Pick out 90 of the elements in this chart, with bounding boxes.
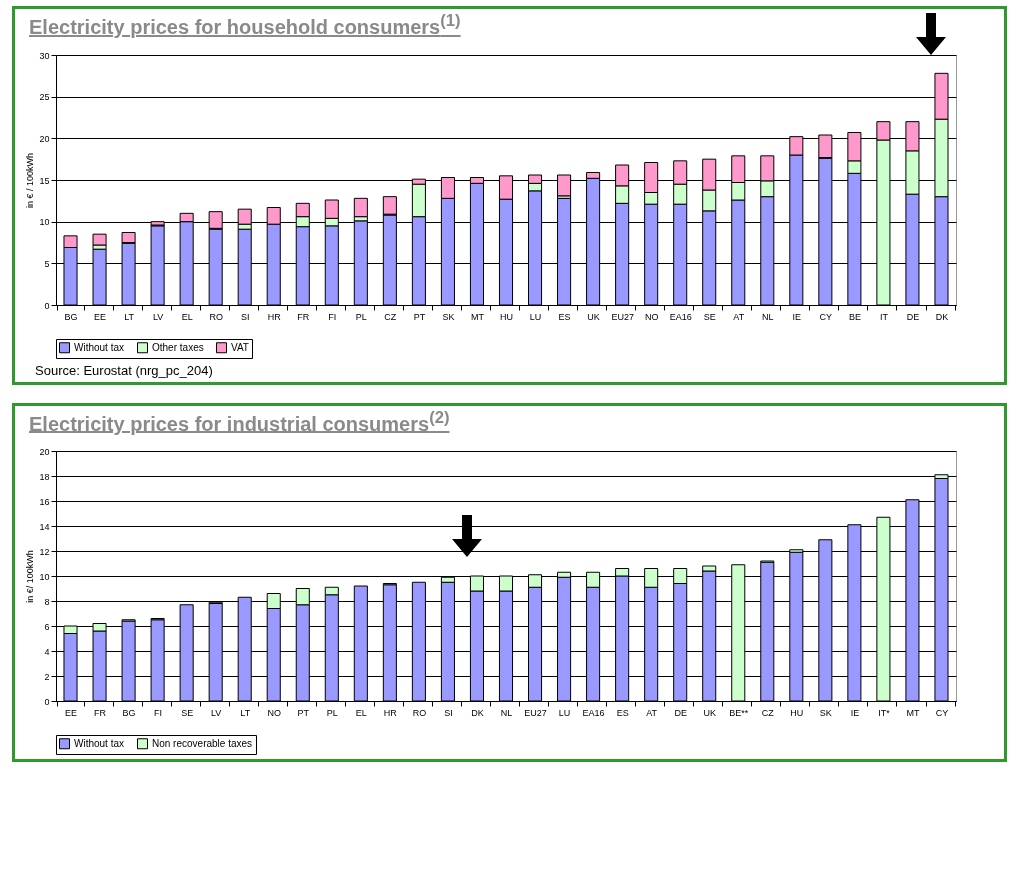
x-tick-label: BE bbox=[848, 311, 861, 322]
x-tick-label: SK bbox=[442, 311, 455, 322]
source-note: Source: Eurostat (nrg_pc_204) bbox=[35, 362, 214, 378]
y-tick-label: 0 bbox=[44, 300, 50, 311]
x-tick-label: UK bbox=[703, 707, 716, 718]
x-tick-label: DK bbox=[471, 707, 484, 718]
x-tick-label: SK bbox=[819, 707, 832, 718]
x-tick-label: CZ bbox=[384, 311, 397, 322]
x-tick-label: HU bbox=[500, 311, 513, 322]
x-tick-label: BG bbox=[122, 707, 136, 718]
x-tick-label: EA16 bbox=[669, 311, 692, 322]
x-tick-label: ES bbox=[558, 311, 571, 322]
legend-label: Other taxes bbox=[152, 341, 204, 353]
x-tick-label: EE bbox=[94, 311, 107, 322]
x-tick-label: CY bbox=[935, 707, 949, 718]
y-tick-label: 20 bbox=[39, 446, 50, 457]
x-tick-label: DE bbox=[674, 707, 687, 718]
x-tick-label: LT bbox=[124, 311, 135, 322]
y-axis-title: in €/ 100kWh bbox=[25, 550, 36, 604]
x-tick-label: AT bbox=[646, 707, 658, 718]
y-tick-label: 20 bbox=[39, 133, 50, 144]
x-tick-label: RO bbox=[412, 707, 427, 718]
x-tick-label: LV bbox=[152, 311, 164, 322]
x-tick-label: PL bbox=[355, 311, 367, 322]
legend-label: Without tax bbox=[74, 341, 125, 353]
legend-label: Non recoverable taxes bbox=[152, 738, 253, 750]
x-tick-label: HU bbox=[790, 707, 804, 718]
y-tick-label: 4 bbox=[44, 646, 50, 657]
x-tick-label: NL bbox=[762, 311, 774, 322]
chart-title: Electricity prices for industrial consumers$^{(2)}$ bbox=[29, 407, 451, 436]
x-tick-label: LU bbox=[558, 707, 571, 718]
x-tick-label: IT* bbox=[878, 707, 891, 718]
y-tick-label: 10 bbox=[39, 216, 50, 227]
x-tick-label: EU27 bbox=[611, 311, 634, 322]
x-tick-label: FI bbox=[154, 707, 163, 718]
x-tick-label: NL bbox=[500, 707, 513, 718]
y-tick-label: 12 bbox=[39, 546, 50, 557]
x-tick-label: MT bbox=[470, 311, 485, 322]
y-tick-label: 5 bbox=[44, 258, 50, 269]
x-tick-label: EA16 bbox=[582, 707, 605, 718]
x-tick-label: LV bbox=[211, 707, 222, 718]
x-tick-label: NO bbox=[644, 311, 659, 322]
x-tick-label: EE bbox=[65, 707, 78, 718]
x-tick-label: CZ bbox=[761, 707, 775, 718]
y-tick-label: 0 bbox=[44, 696, 50, 707]
y-tick-label: 16 bbox=[39, 496, 50, 507]
legend-label: VAT bbox=[231, 341, 249, 353]
x-tick-label: IT bbox=[879, 311, 889, 322]
y-tick-label: 14 bbox=[39, 521, 50, 532]
x-tick-label: SE bbox=[703, 311, 716, 322]
x-tick-label: IE bbox=[792, 311, 802, 322]
y-tick-label: 10 bbox=[39, 571, 50, 582]
chart-title: Electricity prices for household consumers$^{(1)}$ bbox=[29, 11, 462, 39]
legend-label: Without tax bbox=[74, 738, 125, 750]
x-tick-label: EL bbox=[181, 311, 193, 322]
x-tick-label: UK bbox=[587, 311, 600, 322]
x-tick-label: LU bbox=[529, 311, 542, 322]
x-tick-label: PT bbox=[297, 707, 310, 718]
y-tick-label: 8 bbox=[44, 596, 50, 607]
x-tick-label: DE bbox=[906, 311, 920, 322]
x-tick-label: MT bbox=[906, 707, 920, 718]
x-tick-label: HR bbox=[383, 707, 398, 718]
x-tick-label: PT bbox=[413, 311, 426, 322]
x-tick-label: CY bbox=[819, 311, 833, 322]
x-tick-label: LT bbox=[240, 707, 251, 718]
x-tick-label: AT bbox=[733, 311, 745, 322]
x-tick-label: DK bbox=[935, 311, 949, 322]
y-tick-label: 25 bbox=[39, 91, 50, 102]
x-tick-label: SI bbox=[444, 707, 453, 718]
x-tick-label: ES bbox=[616, 707, 629, 718]
x-tick-label: SE bbox=[181, 707, 194, 718]
x-tick-label: HR bbox=[267, 311, 282, 322]
x-tick-label: IE bbox=[850, 707, 860, 718]
x-tick-label: PL bbox=[326, 707, 338, 718]
y-tick-label: 6 bbox=[44, 621, 50, 632]
x-tick-label: EL bbox=[355, 707, 367, 718]
y-tick-label: 15 bbox=[39, 175, 50, 186]
x-tick-label: FR bbox=[297, 311, 310, 322]
x-tick-label: FI bbox=[328, 311, 337, 322]
y-tick-label: 30 bbox=[39, 50, 50, 61]
x-tick-label: BG bbox=[64, 311, 78, 322]
x-tick-label: SI bbox=[240, 311, 250, 322]
y-tick-label: 18 bbox=[39, 471, 50, 482]
y-tick-label: 2 bbox=[44, 671, 50, 682]
x-tick-label: NO bbox=[267, 707, 281, 718]
x-tick-label: EU27 bbox=[524, 707, 547, 718]
x-tick-label: BE** bbox=[729, 707, 749, 718]
x-tick-label: FR bbox=[94, 707, 107, 718]
y-axis-title: in € / 100kWh bbox=[25, 152, 36, 208]
x-tick-label: RO bbox=[209, 311, 223, 322]
